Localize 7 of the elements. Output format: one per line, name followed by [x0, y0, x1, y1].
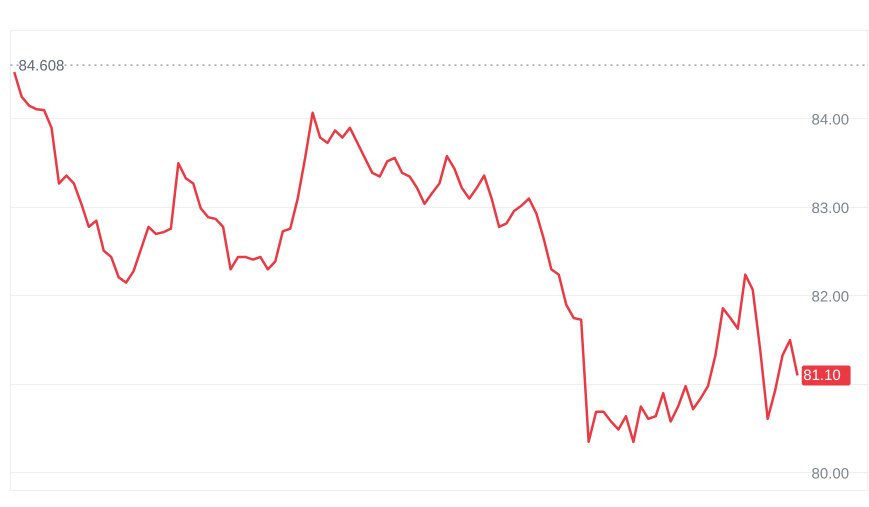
y-tick-label: 84.00: [812, 111, 850, 128]
y-tick-label: 80.00: [812, 465, 850, 482]
text: 81.10: [803, 367, 841, 384]
ref-line-label: 84.608: [18, 58, 64, 75]
y-tick-label: 82.00: [812, 288, 850, 306]
line-series: [12, 70, 799, 444]
y-tick-label: 83.00: [812, 200, 850, 217]
